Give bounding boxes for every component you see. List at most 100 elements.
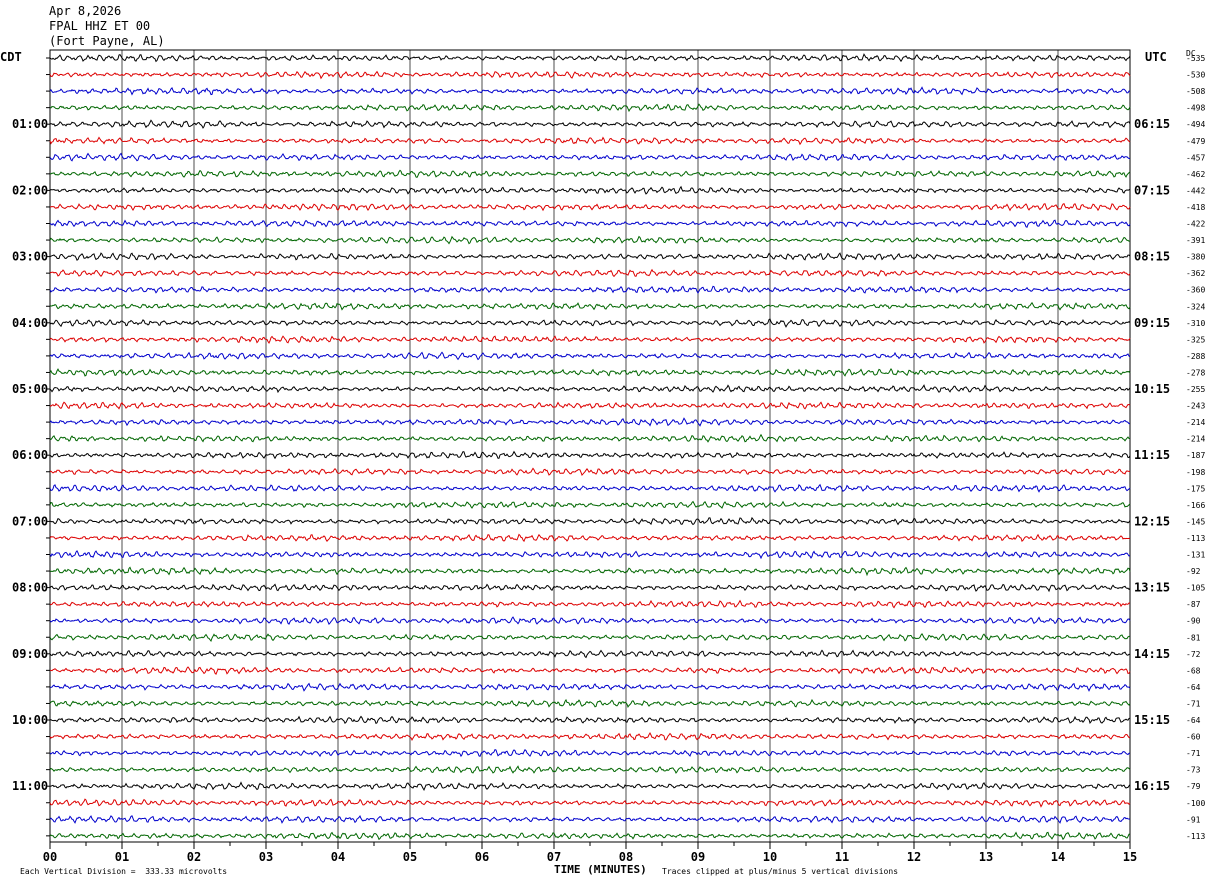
right-hour-label: 10:15 (1134, 382, 1170, 396)
dc-offset-label: -479 (1186, 137, 1205, 146)
dc-offset-label: -166 (1186, 501, 1205, 510)
seismic-trace (49, 318, 1131, 328)
dc-offset-label: -508 (1186, 87, 1205, 96)
seismic-trace (49, 731, 1131, 741)
x-tick-label: 02 (187, 850, 201, 864)
seismic-trace (49, 103, 1131, 113)
seismic-trace (49, 533, 1131, 543)
dc-offset-label: -87 (1186, 600, 1201, 609)
dc-offset-label: -278 (1186, 368, 1205, 377)
x-tick-label: 11 (835, 850, 849, 864)
seismic-trace (49, 814, 1131, 824)
right-hour-label: 16:15 (1134, 779, 1170, 793)
header-station: FPAL HHZ ET 00 (49, 19, 151, 33)
seismic-trace (49, 384, 1131, 394)
seismic-trace (49, 566, 1131, 577)
dc-offset-label: -422 (1186, 220, 1205, 229)
seismic-trace (49, 698, 1131, 708)
right-hour-label: 08:15 (1134, 250, 1170, 264)
seismic-trace (49, 136, 1131, 146)
seismic-trace (49, 268, 1131, 278)
dc-offset-label: -243 (1186, 402, 1205, 411)
dc-offset-label: -530 (1186, 71, 1205, 80)
dc-offset-label: -90 (1186, 617, 1201, 626)
seismic-trace (49, 798, 1131, 808)
left-hour-label: 01:00 (12, 117, 48, 131)
header-date: Apr 8,2026 (49, 4, 122, 18)
seismic-trace (49, 831, 1131, 841)
dc-header-label: DC (1186, 49, 1196, 58)
dc-offset-label: -100 (1186, 799, 1205, 808)
dc-offset-label: -92 (1186, 567, 1201, 576)
dc-offset-label: -214 (1186, 435, 1205, 444)
left-hour-label: 07:00 (12, 514, 48, 528)
dc-offset-label: -64 (1186, 683, 1201, 692)
seismic-trace (50, 169, 1131, 179)
dc-offset-label: -325 (1186, 335, 1205, 344)
right-hour-label: 12:15 (1134, 514, 1170, 528)
seismic-trace (49, 417, 1130, 427)
dc-offset-label: -79 (1186, 782, 1201, 791)
dc-offset-label: -145 (1186, 517, 1205, 526)
seismic-trace (49, 433, 1130, 443)
seismic-trace (49, 500, 1131, 509)
seismic-trace (49, 550, 1131, 560)
dc-offset-label: -113 (1186, 534, 1205, 543)
seismic-trace (49, 401, 1131, 410)
left-hour-label: 09:00 (12, 647, 48, 661)
dc-offset-label: -198 (1186, 468, 1205, 477)
right-timezone-label: UTC (1145, 50, 1167, 64)
seismic-trace (49, 368, 1131, 377)
dc-offset-label: -255 (1186, 385, 1205, 394)
seismic-trace (49, 467, 1131, 476)
dc-offset-label: -60 (1186, 733, 1201, 742)
left-timezone-label: CDT (0, 50, 22, 64)
seismic-trace (49, 599, 1131, 609)
dc-offset-label: -462 (1186, 170, 1205, 179)
right-hour-label: 11:15 (1134, 448, 1170, 462)
dc-offset-label: -457 (1186, 153, 1205, 162)
dc-offset-label: -131 (1186, 551, 1205, 560)
right-hour-label: 09:15 (1134, 316, 1170, 330)
dc-offset-label: -535 (1186, 54, 1205, 63)
seismic-trace (49, 781, 1131, 792)
seismic-trace (49, 748, 1131, 758)
seismic-trace (49, 616, 1131, 625)
right-hour-label: 07:15 (1134, 183, 1170, 197)
seismic-trace (49, 203, 1131, 212)
seismic-trace (50, 666, 1131, 675)
seismic-trace (49, 152, 1131, 162)
dc-offset-label: -380 (1186, 253, 1205, 262)
x-tick-label: 07 (547, 850, 561, 864)
dc-offset-label: -105 (1186, 584, 1205, 593)
left-hour-label: 02:00 (12, 183, 48, 197)
seismic-trace (49, 86, 1131, 96)
dc-offset-label: -310 (1186, 319, 1205, 328)
seismic-trace (49, 70, 1131, 80)
seismic-trace (49, 335, 1131, 345)
x-tick-label: 01 (115, 850, 129, 864)
x-tick-label: 00 (43, 850, 57, 864)
x-tick-label: 12 (907, 850, 921, 864)
dc-offset-label: -175 (1186, 484, 1205, 493)
seismic-trace (49, 649, 1131, 659)
right-hour-label: 06:15 (1134, 117, 1170, 131)
dc-offset-label: -113 (1186, 832, 1205, 841)
dc-offset-label: -68 (1186, 666, 1201, 675)
seismic-trace (49, 483, 1131, 493)
dc-offset-label: -81 (1186, 633, 1201, 642)
dc-offset-label: -362 (1186, 269, 1205, 278)
plot-frame (49, 49, 1131, 843)
right-hour-label: 15:15 (1134, 713, 1170, 727)
dc-offset-label: -288 (1186, 352, 1205, 361)
dc-offset-label: -214 (1186, 418, 1205, 427)
dc-offset-label: -498 (1186, 104, 1205, 113)
seismic-trace (50, 516, 1131, 526)
dc-offset-label: -91 (1186, 815, 1201, 824)
left-hour-label: 11:00 (12, 779, 48, 793)
seismic-trace (49, 351, 1131, 361)
seismic-trace (49, 252, 1131, 261)
x-tick-label: 08 (619, 850, 633, 864)
dc-offset-label: -494 (1186, 120, 1205, 129)
seismic-trace (49, 583, 1131, 593)
